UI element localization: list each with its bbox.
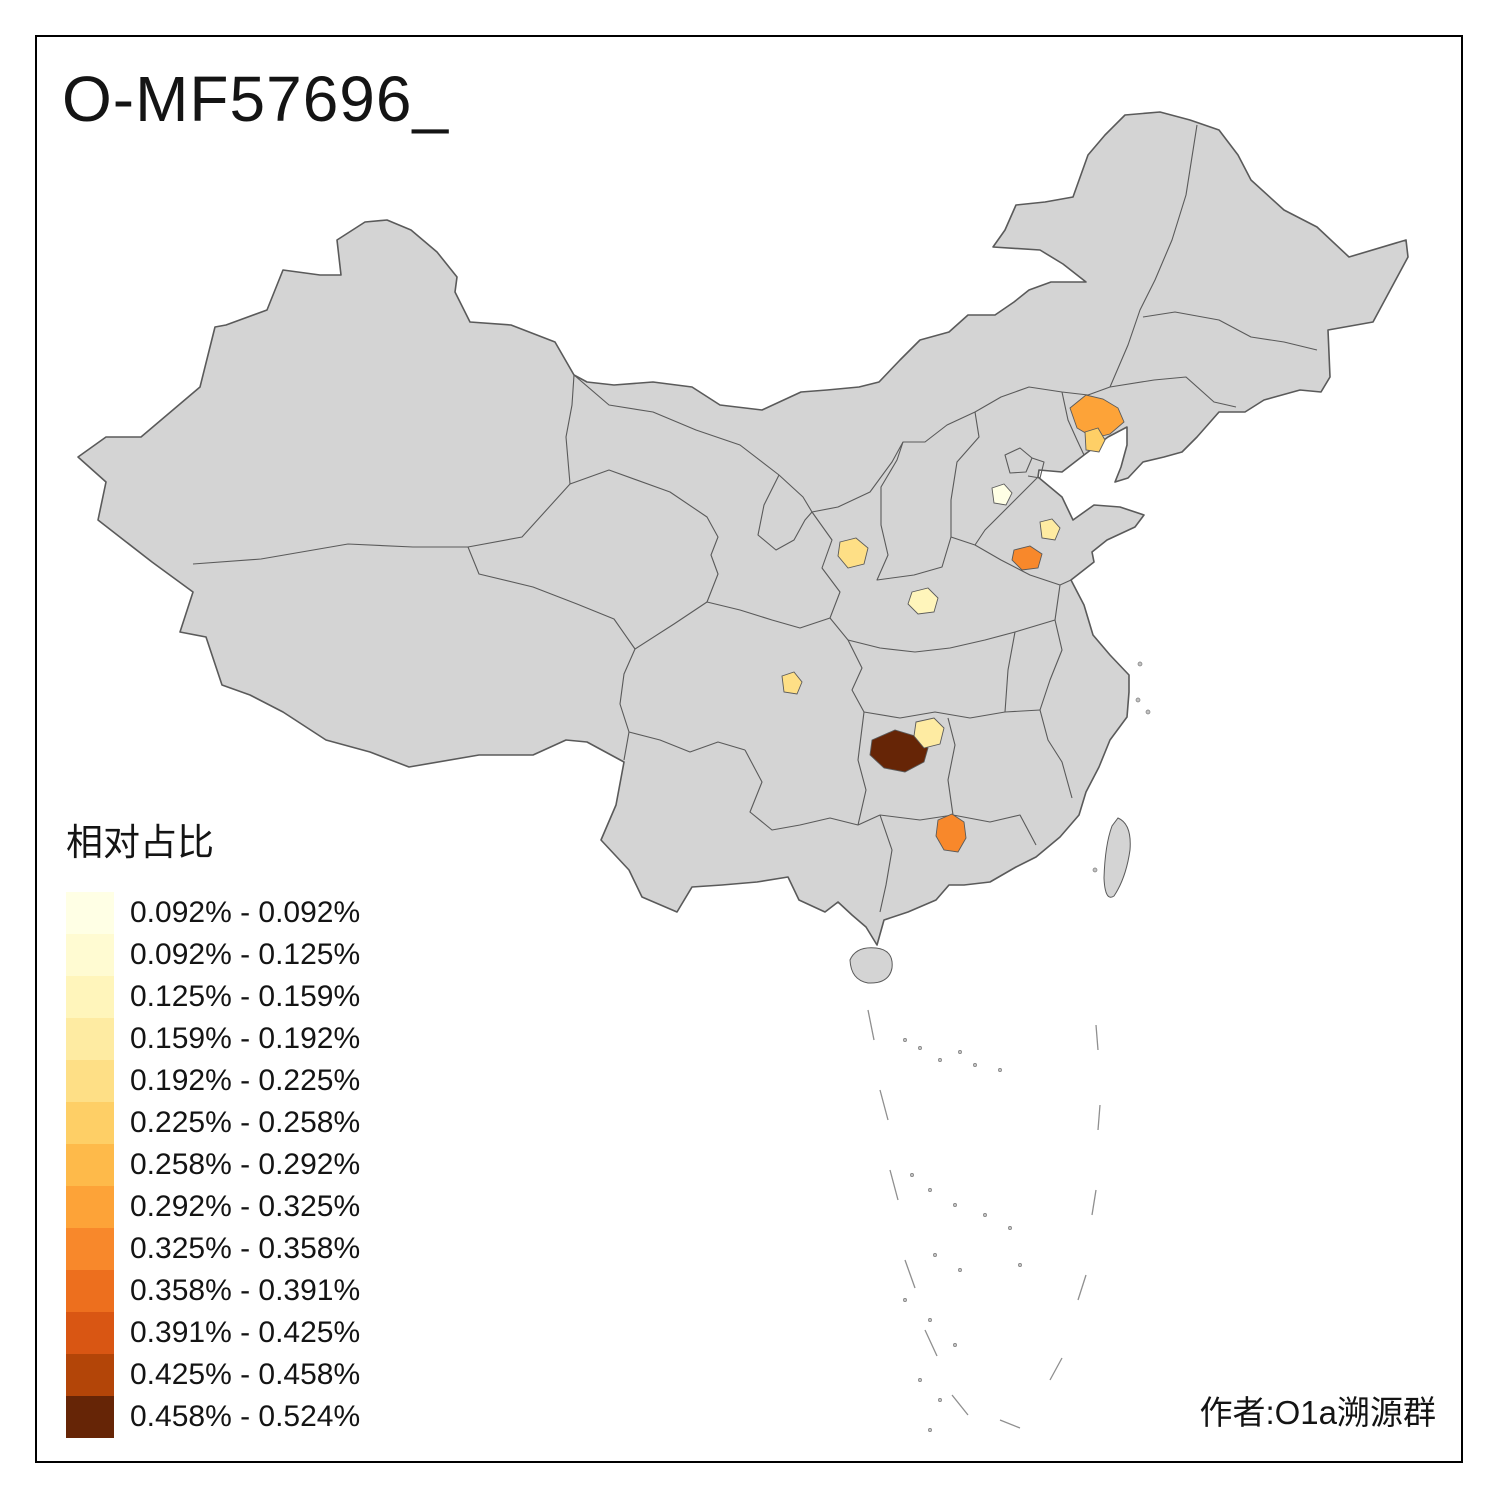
legend-label: 0.391% - 0.425% <box>130 1316 361 1349</box>
legend-label: 0.092% - 0.092% <box>130 896 361 929</box>
highlight-region <box>913 717 945 749</box>
highlight-region <box>1084 427 1106 453</box>
legend: 相对占比 0.092% - 0.092% 0.092% - 0.125% 0.125… <box>66 812 360 1438</box>
hainan-island <box>849 947 893 984</box>
legend-entry: 0.458% - 0.524% <box>66 1396 360 1438</box>
highlighted-regions <box>781 394 1125 853</box>
taiwan-island <box>1103 817 1131 898</box>
legend-entry: 0.125% - 0.159% <box>66 976 360 1018</box>
highlight-region <box>907 587 939 615</box>
legend-label: 0.292% - 0.325% <box>130 1190 361 1223</box>
highlight-region <box>781 671 803 695</box>
legend-label: 0.092% - 0.125% <box>130 938 361 971</box>
legend-swatch <box>66 976 114 1018</box>
legend-entry: 0.258% - 0.292% <box>66 1144 360 1186</box>
legend-swatch <box>66 1396 114 1438</box>
legend-entry: 0.358% - 0.391% <box>66 1270 360 1312</box>
legend-entry: 0.225% - 0.258% <box>66 1102 360 1144</box>
legend-rows: 0.092% - 0.092% 0.092% - 0.125% 0.125% - 0… <box>66 892 360 1438</box>
highlight-region <box>869 729 929 773</box>
legend-swatch <box>66 1354 114 1396</box>
legend-swatch <box>66 1144 114 1186</box>
legend-swatch <box>66 892 114 934</box>
legend-entry: 0.425% - 0.458% <box>66 1354 360 1396</box>
legend-swatch <box>66 1102 114 1144</box>
legend-swatch <box>66 1270 114 1312</box>
nine-dash-line <box>867 1009 1101 1429</box>
legend-entry: 0.092% - 0.125% <box>66 934 360 976</box>
attribution-text: 作者:O1a溯源群 <box>1199 1394 1436 1431</box>
highlight-region <box>837 537 869 569</box>
legend-entry: 0.092% - 0.092% <box>66 892 360 934</box>
highlight-region <box>935 813 967 853</box>
legend-entry: 0.192% - 0.225% <box>66 1060 360 1102</box>
legend-label: 0.125% - 0.159% <box>130 980 361 1013</box>
china-mainland-outline <box>77 111 1409 946</box>
legend-swatch <box>66 934 114 976</box>
legend-swatch <box>66 1060 114 1102</box>
legend-entry: 0.391% - 0.425% <box>66 1312 360 1354</box>
legend-label: 0.425% - 0.458% <box>130 1358 361 1391</box>
legend-entry: 0.159% - 0.192% <box>66 1018 360 1060</box>
highlight-region <box>991 483 1013 506</box>
legend-label: 0.225% - 0.258% <box>130 1106 361 1139</box>
highlight-region <box>1069 394 1125 439</box>
legend-label: 0.458% - 0.524% <box>130 1400 361 1433</box>
legend-label: 0.192% - 0.225% <box>130 1064 361 1097</box>
legend-swatch <box>66 1228 114 1270</box>
legend-swatch <box>66 1186 114 1228</box>
legend-entry: 0.292% - 0.325% <box>66 1186 360 1228</box>
legend-label: 0.258% - 0.292% <box>130 1148 361 1181</box>
highlight-region <box>1011 545 1043 571</box>
province-borders <box>192 124 1318 913</box>
legend-label: 0.358% - 0.391% <box>130 1274 361 1307</box>
legend-swatch <box>66 1018 114 1060</box>
sea-island-dots <box>903 661 1151 1432</box>
legend-label: 0.325% - 0.358% <box>130 1232 361 1265</box>
highlight-region <box>1039 518 1061 541</box>
legend-entry: 0.325% - 0.358% <box>66 1228 360 1270</box>
page-title: O-MF57696_ <box>62 63 450 135</box>
legend-swatch <box>66 1312 114 1354</box>
legend-title: 相对占比 <box>66 822 214 863</box>
legend-label: 0.159% - 0.192% <box>130 1022 361 1055</box>
